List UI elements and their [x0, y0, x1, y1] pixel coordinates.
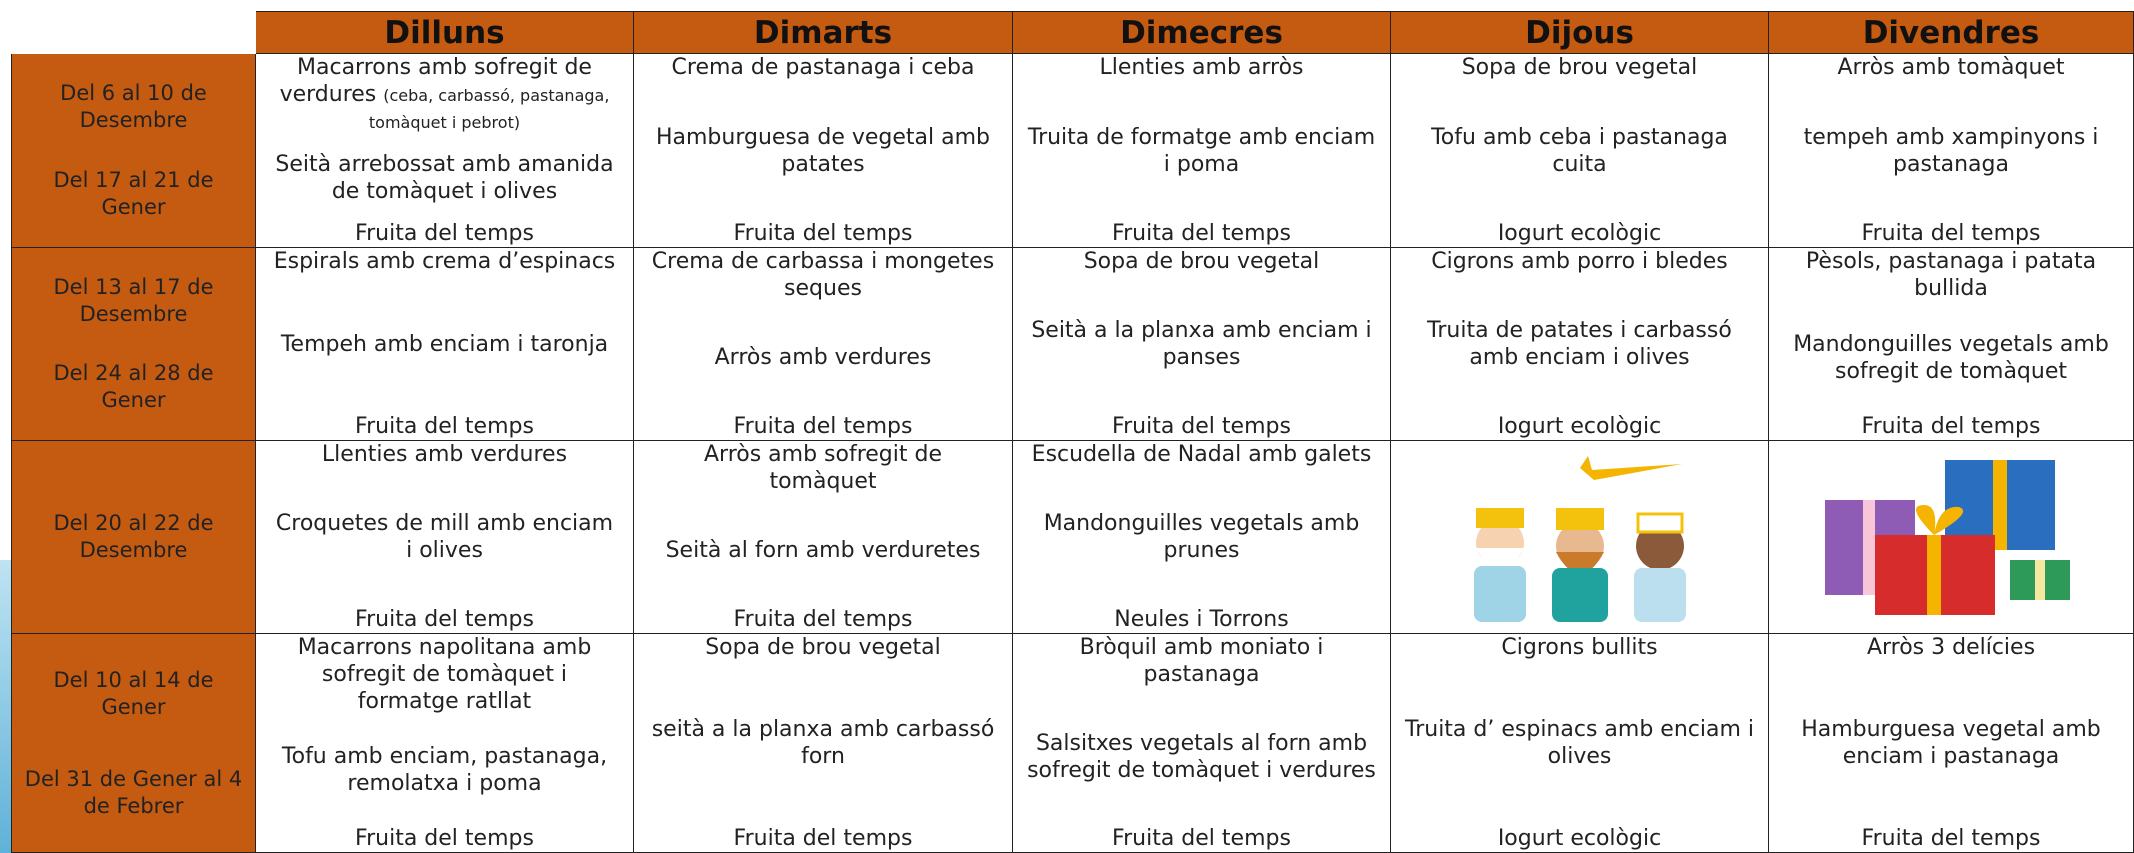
- date-range: Del 6 al 10 de Desembre: [60, 81, 207, 133]
- dish: Fruita del temps: [733, 221, 913, 246]
- gifts-image: [1825, 460, 2070, 615]
- dish: Llenties amb verdures: [321, 442, 568, 467]
- menu-cell: [1391, 441, 1769, 634]
- dish: seità a la planxa amb carbassó forn: [651, 717, 995, 769]
- dish-note: (ceba, carbassó, pastanaga, tomàquet i p…: [368, 86, 610, 132]
- dish: Fruita del temps: [1861, 826, 2041, 851]
- dish: Sopa de brou vegetal: [705, 635, 941, 660]
- date-range: Del 20 al 22 de Desembre: [53, 511, 214, 562]
- dish: Pèsols, pastanaga i patata bullida: [1805, 249, 2097, 301]
- dish: Arròs 3 delícies: [1866, 635, 2036, 660]
- three-kings-image: [1474, 456, 1686, 622]
- dish: Tofu amb enciam, pastanaga, remolatxa i …: [281, 744, 608, 796]
- menu-cell: Cigrons bullits Truita d’ espinacs amb en…: [1391, 634, 1769, 853]
- dish: Fruita del temps: [355, 221, 534, 246]
- menu-cell: Sopa de brou vegetal seità a la planxa am…: [634, 634, 1013, 853]
- dish: Iogurt ecològic: [1497, 221, 1662, 246]
- dish: Arròs amb sofregit de tomàquet: [703, 442, 942, 494]
- dish: Tofu amb ceba i pastanaga cuita: [1431, 124, 1728, 177]
- day-header: Dimecres: [1013, 11, 1391, 54]
- dish: Fruita del temps: [733, 414, 913, 439]
- decor-strip: [0, 560, 11, 853]
- menu-cell: Arròs amb sofregit de tomàquet Seità al f…: [634, 441, 1013, 634]
- week-dates: Del 6 al 10 de Desembre Del 17 al 21 de G…: [11, 54, 256, 248]
- dish: Fruita del temps: [355, 414, 534, 439]
- dish: Mandonguilles vegetals amb sofregit de t…: [1793, 331, 2109, 384]
- menu-cell: Pèsols, pastanaga i patata bullida Mandon…: [1769, 248, 2134, 441]
- menu-cell: Macarrons amb sofregit de verdures (ceba…: [256, 54, 634, 248]
- dish: tempeh amb xampinyons i pastanaga: [1803, 124, 2099, 177]
- menu-cell: Sopa de brou vegetal Tofu amb ceba i past…: [1391, 54, 1769, 248]
- dish: Truita de formatge amb enciam i poma: [1027, 124, 1376, 177]
- dish: Arròs amb tomàquet: [1837, 55, 2065, 80]
- corner: [11, 11, 256, 54]
- dish: Iogurt ecològic: [1497, 826, 1662, 851]
- date-range: Del 17 al 21 de Gener: [53, 167, 214, 219]
- date-range: Del 13 al 17 de Desembre: [53, 275, 214, 326]
- dish: Seità arrebossat amb amanida de tomàquet…: [275, 151, 614, 204]
- menu-cell: Arròs 3 delícies Hamburguesa vegetal amb …: [1769, 634, 2134, 853]
- day-header: Dilluns: [256, 11, 634, 54]
- week-dates: Del 13 al 17 de Desembre Del 24 al 28 de …: [11, 248, 256, 441]
- menu-cell: Llenties amb verdures Croquetes de mill a…: [256, 441, 634, 634]
- menu-table: Dilluns Dimarts Dimecres Dijous Divendres Del…: [11, 11, 2134, 853]
- dish: Cigrons bullits: [1501, 635, 1658, 660]
- date-range: Del 10 al 14 de Gener: [53, 667, 214, 719]
- dish: Fruita del temps: [355, 826, 534, 851]
- dish: Crema de carbassa i mongetes seques: [651, 249, 995, 301]
- week-dates: Del 20 al 22 de Desembre: [11, 441, 256, 634]
- dish: Macarrons amb sofregit de verdures (ceba…: [279, 55, 610, 132]
- dish: Arròs amb verdures: [714, 345, 932, 370]
- dish: Croquetes de mill amb enciam i olives: [275, 511, 614, 563]
- dish: Hamburguesa vegetal amb enciam i pastana…: [1801, 717, 2101, 769]
- day-header: Dimarts: [634, 11, 1013, 54]
- menu-cell: Crema de carbassa i mongetes seques Arròs…: [634, 248, 1013, 441]
- dish: Tempeh amb enciam i taronja: [280, 331, 609, 357]
- dish: Fruita del temps: [733, 607, 913, 632]
- dish: Bròquil amb moniato i pastanaga: [1079, 635, 1324, 687]
- menu-cell: Bròquil amb moniato i pastanaga Salsitxes…: [1013, 634, 1391, 853]
- dish: Salsitxes vegetals al forn amb sofregit …: [1027, 730, 1376, 783]
- dish: Truita de patates i carbassó amb enciam …: [1427, 318, 1732, 370]
- week-dates: Del 10 al 14 de Gener Del 31 de Gener al …: [11, 634, 256, 853]
- dish: Neules i Torrons: [1114, 607, 1289, 632]
- dish: Truita d’ espinacs amb enciam i olives: [1405, 717, 1754, 769]
- dish: Iogurt ecològic: [1497, 414, 1662, 439]
- dish: Fruita del temps: [1112, 826, 1291, 851]
- dish: Fruita del temps: [1112, 414, 1291, 439]
- dish: Fruita del temps: [733, 826, 913, 851]
- dish: Fruita del temps: [1861, 414, 2041, 439]
- menu-cell: Macarrons napolitana amb sofregit de tom…: [256, 634, 634, 853]
- date-range: Del 31 de Gener al 4 de Febrer: [24, 766, 243, 818]
- dish: Escudella de Nadal amb galets: [1031, 442, 1372, 467]
- menu-cell: Sopa de brou vegetal Seità a la planxa am…: [1013, 248, 1391, 441]
- dish: Hamburguesa de vegetal amb patates: [655, 124, 991, 177]
- dish: Seità a la planxa amb enciam i panses: [1031, 318, 1372, 370]
- dish: Fruita del temps: [1112, 221, 1291, 246]
- dish: Mandonguilles vegetals amb prunes: [1043, 511, 1360, 563]
- dish: Llenties amb arròs: [1099, 55, 1304, 80]
- day-header: Divendres: [1769, 11, 2134, 54]
- date-range: Del 24 al 28 de Gener: [53, 361, 214, 412]
- dish: Seità al forn amb verduretes: [665, 538, 981, 563]
- dish: Fruita del temps: [1861, 221, 2041, 246]
- menu-cell: Cigrons amb porro i bledes Truita de pata…: [1391, 248, 1769, 441]
- dish: Espirals amb crema d’espinacs: [273, 249, 616, 274]
- menu-cell: Arròs amb tomàquet tempeh amb xampinyons …: [1769, 54, 2134, 248]
- menu-cell: Escudella de Nadal amb galets Mandonguill…: [1013, 441, 1391, 634]
- dish: Sopa de brou vegetal: [1461, 55, 1698, 80]
- dish: Cigrons amb porro i bledes: [1431, 249, 1728, 274]
- menu-cell: Espirals amb crema d’espinacs Tempeh amb …: [256, 248, 634, 441]
- menu-cell: Llenties amb arròs Truita de formatge amb…: [1013, 54, 1391, 248]
- menu-cell: Crema de pastanaga i ceba Hamburguesa de …: [634, 54, 1013, 248]
- dish: Fruita del temps: [355, 607, 534, 632]
- dish: Crema de pastanaga i ceba: [671, 55, 975, 80]
- dish: Macarrons napolitana amb sofregit de tom…: [297, 635, 592, 714]
- dish: Sopa de brou vegetal: [1083, 249, 1320, 274]
- day-header: Dijous: [1391, 11, 1769, 54]
